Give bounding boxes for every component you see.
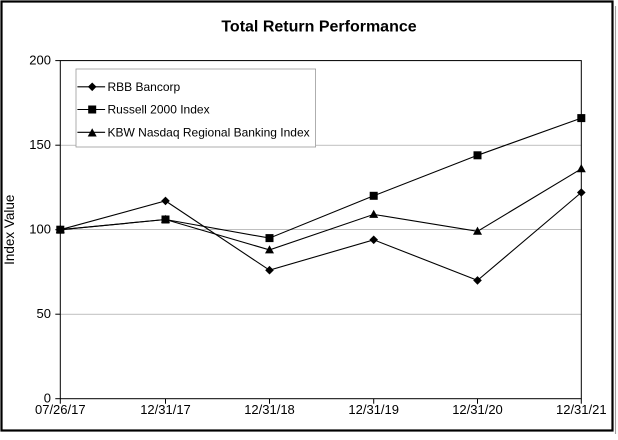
svg-text:Total Return Performance: Total Return Performance: [221, 19, 416, 36]
svg-text:200: 200: [29, 53, 51, 68]
svg-text:RBB Bancorp: RBB Bancorp: [108, 80, 181, 94]
svg-text:12/31/19: 12/31/19: [348, 402, 399, 417]
svg-text:12/31/21: 12/31/21: [556, 402, 607, 417]
svg-text:12/31/18: 12/31/18: [244, 402, 295, 417]
svg-text:12/31/17: 12/31/17: [140, 402, 191, 417]
svg-text:100: 100: [29, 222, 51, 237]
svg-text:50: 50: [37, 306, 51, 321]
svg-text:07/26/17: 07/26/17: [35, 402, 86, 417]
svg-text:Russell 2000 Index: Russell 2000 Index: [108, 103, 210, 117]
svg-text:150: 150: [29, 137, 51, 152]
svg-text:Index Value: Index Value: [2, 195, 17, 265]
svg-text:KBW Nasdaq Regional Banking In: KBW Nasdaq Regional Banking Index: [108, 126, 310, 140]
svg-text:12/31/20: 12/31/20: [452, 402, 503, 417]
